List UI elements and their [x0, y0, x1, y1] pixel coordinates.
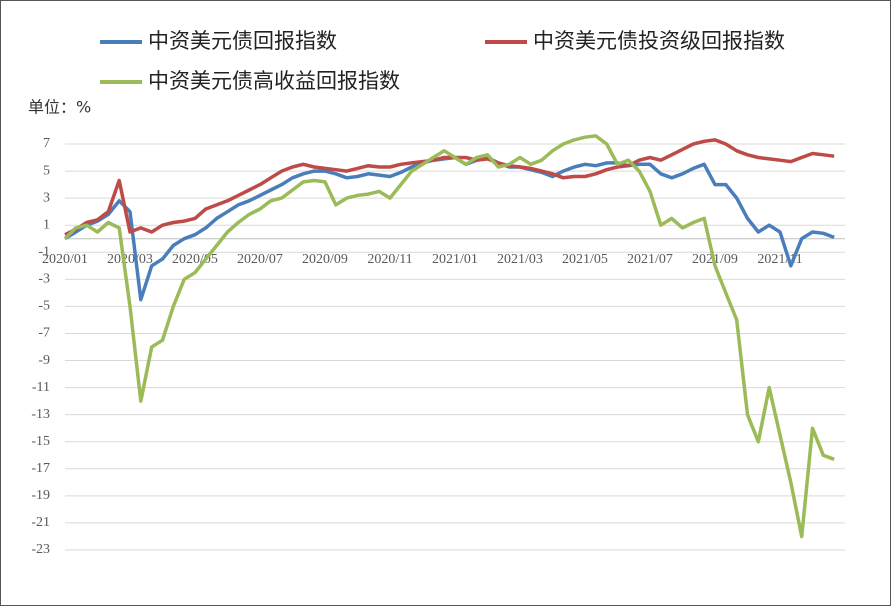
- legend-label: 中资美元债投资级回报指数: [533, 29, 785, 53]
- x-tick-label: 2020/11: [367, 252, 412, 267]
- y-tick-label: 1: [43, 217, 50, 232]
- y-tick-label: -7: [38, 326, 50, 341]
- x-tick-label: 2021/07: [627, 252, 673, 267]
- y-tick-label: 5: [43, 163, 50, 178]
- y-tick-label: -9: [38, 353, 50, 368]
- x-tick-label: 2021/05: [562, 252, 608, 267]
- y-tick-label: -5: [38, 299, 50, 314]
- y-tick-label: 3: [43, 190, 50, 205]
- x-tick-label: 2020/09: [302, 252, 348, 267]
- unit-label: 单位：%: [28, 98, 91, 117]
- x-tick-label: 2021/01: [432, 252, 478, 267]
- y-tick-label: -21: [31, 515, 50, 530]
- x-tick-label: 2020/01: [42, 252, 88, 267]
- y-tick-label: -1: [38, 244, 50, 259]
- x-tick-label: 2020/07: [237, 252, 283, 267]
- y-tick-label: -23: [31, 542, 50, 557]
- y-tick-label: -13: [31, 407, 50, 422]
- y-tick-label: -17: [31, 461, 50, 476]
- y-tick-label: -3: [38, 272, 50, 287]
- legend-label: 中资美元债回报指数: [148, 29, 337, 53]
- y-tick-label: 7: [43, 136, 50, 151]
- x-tick-label: 2021/03: [497, 252, 543, 267]
- series-line: [64, 138, 835, 237]
- legend-label: 中资美元债高收益回报指数: [148, 69, 400, 93]
- series-line: [63, 134, 835, 539]
- y-tick-label: -15: [31, 434, 50, 449]
- x-tick-label: 2020/03: [107, 252, 153, 267]
- y-tick-label: -19: [31, 488, 50, 503]
- y-tick-label: -11: [32, 380, 50, 395]
